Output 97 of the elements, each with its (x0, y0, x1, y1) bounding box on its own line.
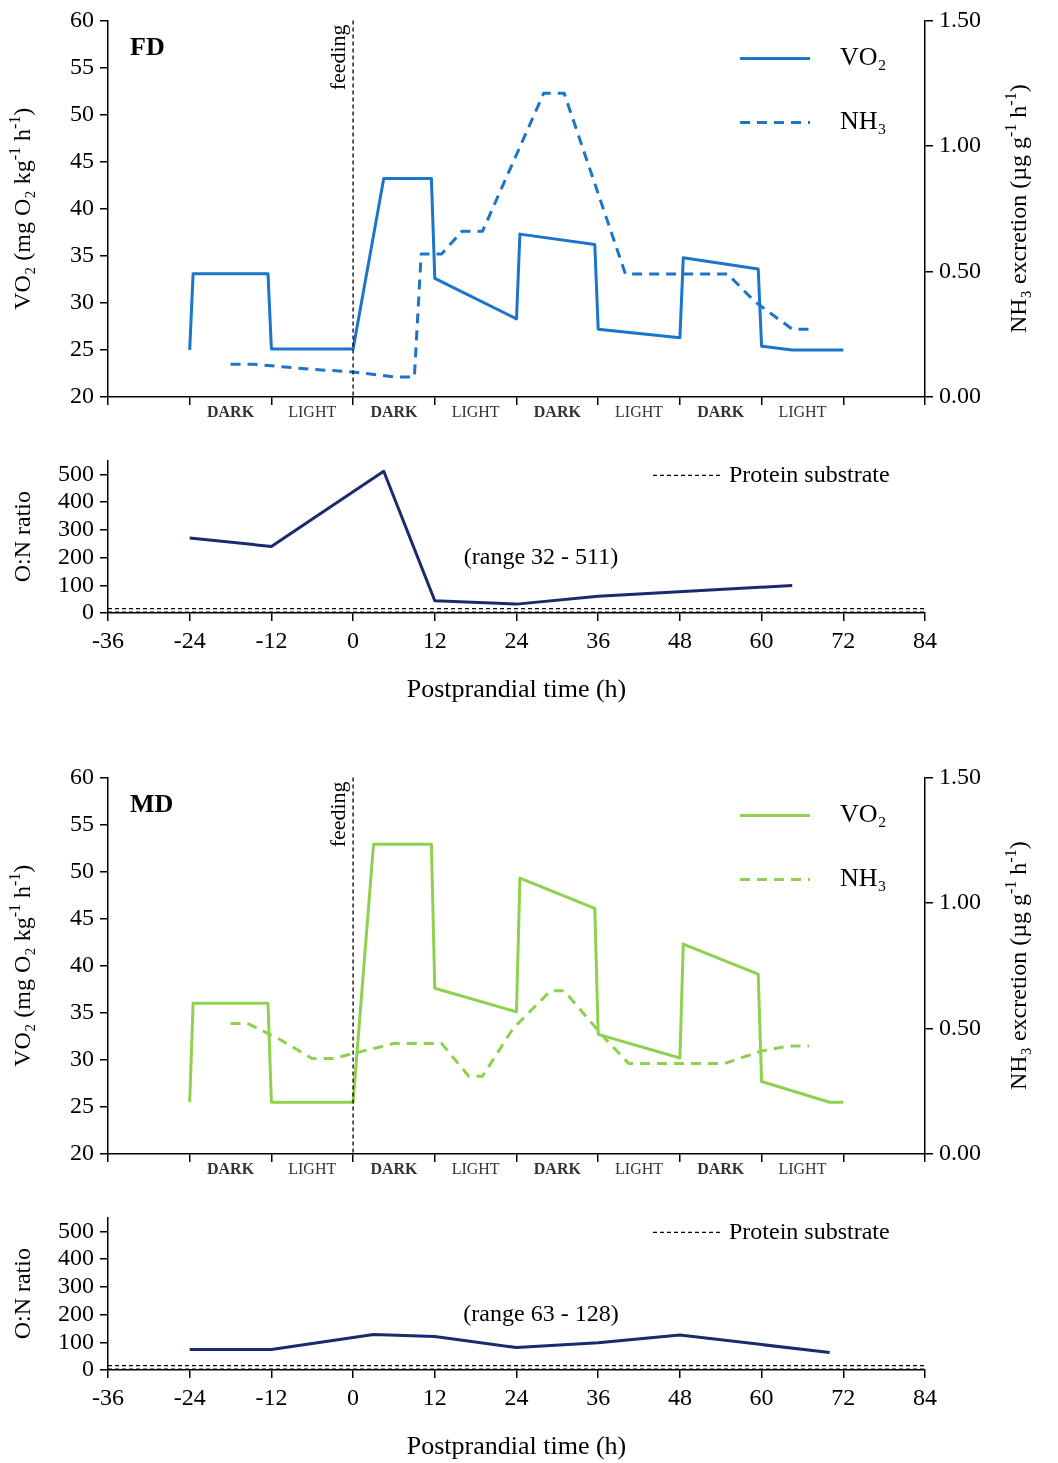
y-tick-label: 45 (70, 903, 94, 930)
text: LIGHT (615, 403, 664, 421)
x-tick-label: -12 (255, 1383, 288, 1410)
y-axis-title: VO₂ (mg O₂ kg-1 h-1) (5, 107, 36, 310)
y-tick-label: 300 (58, 1272, 94, 1299)
y2-tick-label: 0.50 (939, 1013, 981, 1040)
y-tick-label: 500 (58, 459, 94, 486)
y-tick-label: 100 (58, 570, 94, 597)
x-tick-label: 60 (749, 1383, 774, 1410)
y-tick-label: 0 (82, 1355, 94, 1382)
ref-line-label: feeding (324, 24, 350, 91)
y2-axis-title: NH₃ excretion (µg g-1 h-1) (1001, 84, 1032, 334)
y-tick-label: 20 (70, 1139, 94, 1166)
y2-tick-label: 1.00 (939, 888, 981, 915)
x-tick-label: 36 (586, 626, 611, 653)
x-tick-label: 24 (504, 1383, 529, 1410)
text: LIGHT (778, 1160, 827, 1178)
y-axis-title: VO₂ (mg O₂ kg-1 h-1) (5, 864, 36, 1067)
y-tick-label: 200 (58, 1299, 94, 1326)
chart-title: FD (130, 32, 165, 62)
y-tick-label: 55 (70, 809, 94, 836)
x-tick-label: 0 (347, 626, 360, 653)
text: LIGHT (451, 1160, 500, 1178)
y-tick-label: 400 (58, 487, 94, 514)
text: DARK (697, 1160, 745, 1178)
x-tick-label: -36 (92, 626, 124, 653)
y2-tick-label: 1.50 (939, 5, 981, 32)
annotation: (range 32 - 511) (463, 543, 619, 570)
x-tick-label: 72 (831, 626, 856, 653)
legend-label: Protein substrate (729, 1217, 890, 1244)
y-tick-label: 300 (58, 515, 94, 542)
legend-label: Protein substrate (729, 460, 890, 487)
text: DARK (370, 403, 419, 421)
x-tick-label: 48 (667, 1383, 692, 1410)
y2-tick-label: 1.00 (939, 131, 981, 158)
y-tick-label: 35 (70, 241, 94, 268)
y-tick-label: 200 (58, 542, 94, 569)
annotation: (range 63 - 128) (463, 1300, 619, 1327)
text: LIGHT (451, 403, 500, 421)
y-tick-label: 55 (70, 52, 94, 79)
y2-axis-title: NH₃ excretion (µg g-1 h-1) (1001, 841, 1032, 1091)
y-tick-label: 400 (58, 1244, 94, 1271)
y2-tick-label: 1.50 (939, 762, 981, 789)
text: DARK (207, 1160, 255, 1178)
y-tick-label: 0 (82, 598, 94, 625)
y-tick-label: 60 (70, 762, 94, 789)
legend-label: VO₂ (840, 42, 887, 72)
y-tick-label: 500 (58, 1216, 94, 1243)
y-tick-label: 35 (70, 998, 94, 1025)
x-tick-label: 24 (504, 626, 529, 653)
text: DARK (697, 403, 745, 421)
text: DARK (370, 1160, 419, 1178)
legend-label: NH₃ (840, 863, 887, 893)
y-tick-label: 20 (70, 382, 94, 409)
x-axis-title: Postprandial time (h) (406, 1430, 627, 1460)
y-axis-title: O:N ratio (9, 491, 36, 583)
text: LIGHT (288, 1160, 337, 1178)
x-tick-label: 12 (422, 1383, 447, 1410)
y2-tick-label: 0.00 (939, 382, 981, 409)
x-tick-label: 84 (913, 1383, 937, 1410)
x-tick-label: 48 (667, 626, 692, 653)
text: DARK (533, 403, 582, 421)
legend-label: VO₂ (840, 799, 887, 829)
ref-line-label: feeding (324, 781, 350, 848)
y-tick-label: 60 (70, 5, 94, 32)
text: LIGHT (288, 403, 337, 421)
text: DARK (207, 403, 255, 421)
y2-tick-label: 0.00 (939, 1139, 981, 1166)
x-tick-label: 72 (831, 1383, 856, 1410)
x-tick-label: 12 (422, 626, 447, 653)
x-tick-label: -36 (92, 1383, 124, 1410)
y-tick-label: 40 (70, 194, 94, 220)
x-tick-label: 0 (347, 1383, 360, 1410)
y-tick-label: 30 (70, 1045, 94, 1072)
x-tick-label: 84 (913, 626, 937, 653)
y-tick-label: 25 (70, 1092, 94, 1119)
x-tick-label: 60 (749, 626, 774, 653)
y-tick-label: 30 (70, 288, 94, 315)
y-tick-label: 100 (58, 1327, 94, 1354)
y-tick-label: 25 (70, 335, 94, 362)
x-tick-label: -24 (173, 626, 206, 653)
text: DARK (533, 1160, 582, 1178)
text: LIGHT (615, 1160, 664, 1178)
y-tick-label: 40 (70, 951, 94, 977)
x-tick-label: -12 (255, 626, 288, 653)
y2-tick-label: 0.50 (939, 256, 981, 283)
legend-label: NH₃ (840, 106, 887, 136)
y-tick-label: 50 (70, 99, 94, 126)
line-series (229, 989, 811, 1078)
x-axis-title: Postprandial time (h) (406, 673, 627, 703)
y-axis-title: O:N ratio (9, 1248, 36, 1340)
x-tick-label: 36 (586, 1383, 611, 1410)
x-tick-label: -24 (173, 1383, 206, 1410)
y-tick-label: 45 (70, 146, 94, 173)
y-tick-label: 50 (70, 856, 94, 883)
text: LIGHT (778, 403, 827, 421)
chart-title: MD (130, 789, 174, 819)
